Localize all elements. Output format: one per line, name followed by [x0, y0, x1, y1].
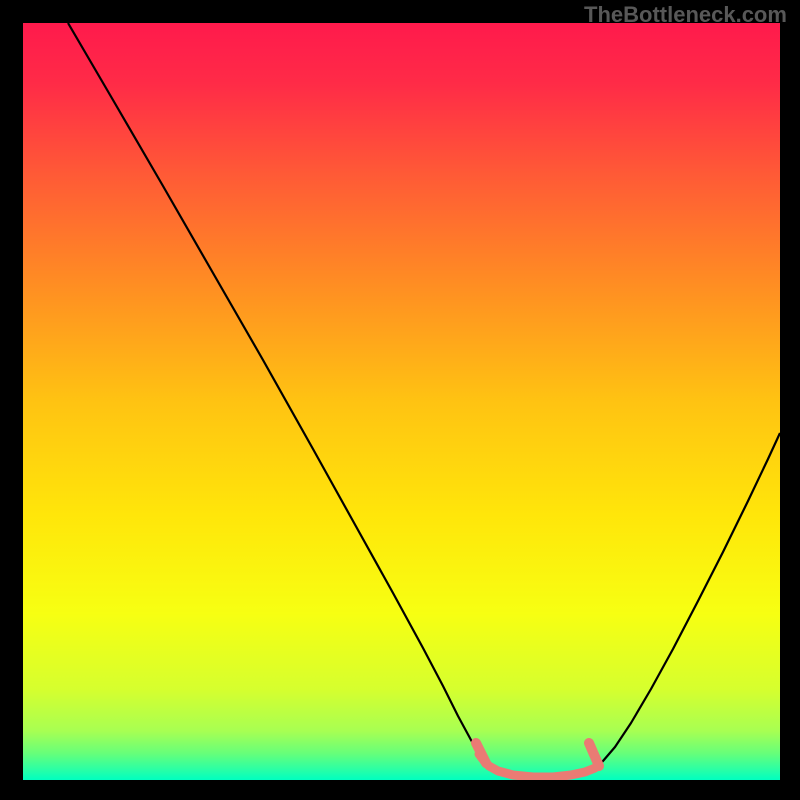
- bottleneck-curve-path: [68, 23, 780, 777]
- highlight-valley-path: [479, 754, 595, 777]
- attribution-text: TheBottleneck.com: [584, 2, 787, 28]
- curve-layer: [23, 23, 780, 780]
- highlight-left-tick: [476, 743, 486, 763]
- chart-stage: TheBottleneck.com: [0, 0, 800, 800]
- plot-area: [23, 23, 780, 780]
- highlight-right-tick: [589, 743, 599, 766]
